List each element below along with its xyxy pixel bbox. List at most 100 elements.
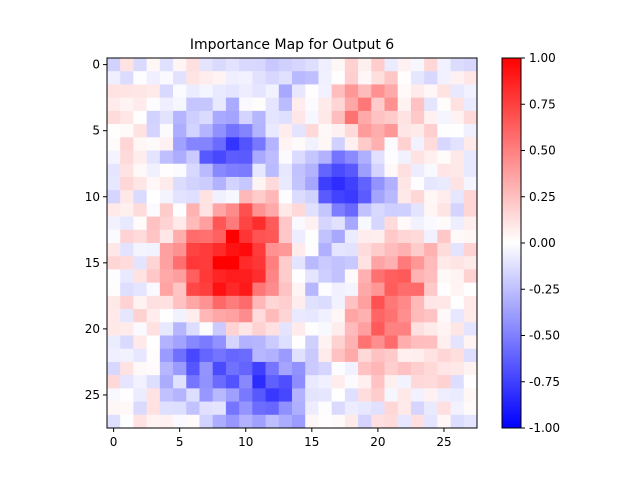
heatmap-cell [265,401,280,416]
heatmap-cell [199,269,214,284]
heatmap-cell [133,335,148,350]
heatmap-cell [146,124,161,138]
y-tick-label: 10 [85,190,100,204]
heatmap-cell [410,124,425,138]
heatmap-cell [358,163,372,178]
heatmap-cell [305,256,319,270]
heatmap-cell [107,84,121,99]
heatmap-cell [107,322,121,336]
heatmap-cell [397,388,412,402]
heatmap-cell [384,124,399,138]
heatmap-cell [437,110,451,125]
heatmap-cell [146,361,161,376]
heatmap-cell [107,58,121,72]
heatmap-cell [239,124,253,138]
heatmap-cell [292,110,306,125]
heatmap-cell [107,243,121,257]
heatmap-cell [199,97,214,112]
heatmap-cell [225,110,240,125]
heatmap-cell [186,203,200,217]
heatmap-cell [318,229,333,244]
heatmap-cell [410,414,425,429]
heatmap-cell [173,414,187,429]
heatmap-cell [199,84,214,99]
heatmap-cell [397,243,412,257]
heatmap-cell [212,58,227,72]
heatmap-cell [159,282,174,297]
heatmap-cell [344,71,359,85]
heatmap-cell [107,282,121,297]
heatmap-cell [463,58,478,72]
heatmap-cell [239,414,253,429]
heatmap-cell [239,401,253,416]
heatmap-cell [186,309,200,323]
heatmap-cell [358,401,372,416]
heatmap-cell [358,388,372,402]
heatmap-cell [397,361,412,376]
heatmap-cell [133,322,148,336]
heatmap-cell [450,414,465,429]
heatmap-cell [318,282,333,297]
heatmap-cell [159,137,174,151]
heatmap-cell [384,388,399,402]
heatmap-cell [358,216,372,231]
heatmap-cell [265,243,280,257]
heatmap-cell [239,150,253,165]
x-tick-label: 15 [304,435,319,449]
heatmap-cell [384,190,399,204]
heatmap-cell [212,335,227,350]
heatmap-cell [278,361,293,376]
heatmap-cell [159,176,174,191]
heatmap-cell [450,84,465,99]
heatmap-cell [437,190,451,204]
heatmap-cell [397,256,412,270]
heatmap-cell [344,348,359,363]
heatmap-cell [133,309,148,323]
heatmap-cell [212,216,227,231]
heatmap-cell [424,176,438,191]
heatmap-cell [265,295,280,310]
heatmap-cell [424,97,438,112]
heatmap-cell [133,361,148,376]
colorbar-tick-label: -0.75 [529,375,560,389]
heatmap-cell [344,216,359,231]
heatmap-cell [437,71,451,85]
heatmap-cell [120,348,134,363]
heatmap-cell [371,388,385,402]
heatmap-cell [437,137,451,151]
heatmap-cell [292,124,306,138]
heatmap-cell [424,190,438,204]
heatmap-cell [239,137,253,151]
heatmap-cell [146,216,161,231]
heatmap-cell [437,375,451,389]
heatmap-cell [225,309,240,323]
heatmap-cell [305,243,319,257]
x-tick-label: 20 [370,435,385,449]
heatmap-cell [159,243,174,257]
heatmap-cell [305,124,319,138]
heatmap-cell [107,229,121,244]
heatmap-cell [384,71,399,85]
heatmap-cell [410,361,425,376]
heatmap-cell [384,97,399,112]
heatmap-cell [159,361,174,376]
heatmap-cell [173,71,187,85]
heatmap-cell [318,97,333,112]
heatmap-cell [331,361,346,376]
heatmap-cell [292,282,306,297]
heatmap-cell [358,110,372,125]
heatmap-cell [344,243,359,257]
heatmap-cell [146,414,161,429]
heatmap-cell [358,256,372,270]
heatmap-cell [107,348,121,363]
heatmap-cell [344,97,359,112]
heatmap-cell [397,401,412,416]
heatmap-cell [358,229,372,244]
heatmap-cell [199,348,214,363]
heatmap-cell [212,124,227,138]
heatmap-cell [265,282,280,297]
heatmap-cell [146,97,161,112]
heatmap-cell [146,375,161,389]
heatmap-cell [344,388,359,402]
heatmap-cell [146,84,161,99]
